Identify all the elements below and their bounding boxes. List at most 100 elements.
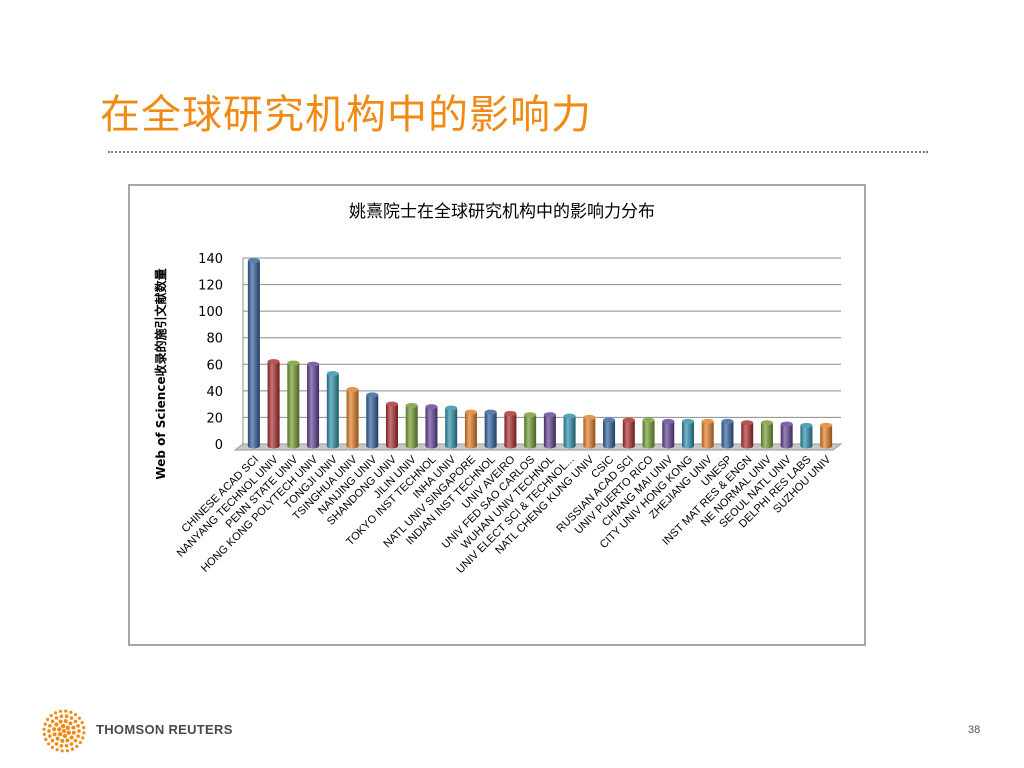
bar — [820, 422, 833, 449]
logo-dot — [70, 747, 74, 751]
bar-body — [603, 420, 616, 449]
bar — [326, 371, 339, 449]
bar-body — [741, 422, 754, 449]
bar — [741, 420, 754, 449]
bar — [800, 422, 813, 449]
bar-body — [425, 406, 438, 449]
logo-dot — [62, 733, 68, 739]
bar-body — [445, 408, 458, 449]
logo-dot — [54, 711, 58, 715]
bar-body — [662, 421, 675, 449]
bar — [346, 387, 359, 449]
bar — [543, 412, 556, 449]
bar-body — [267, 361, 280, 449]
logo-dot — [44, 737, 48, 741]
logo-dot — [71, 730, 76, 735]
bar-cap — [445, 405, 458, 411]
bar-cap — [603, 417, 616, 423]
bar-body — [760, 422, 773, 449]
bar — [721, 418, 734, 449]
bar — [405, 402, 418, 449]
logo-dot — [48, 734, 52, 738]
bar-body — [820, 425, 833, 449]
bar-cap — [563, 413, 576, 419]
logo-dot — [63, 719, 68, 724]
logo-dot — [65, 738, 70, 743]
y-tick-label: 20 — [206, 411, 223, 426]
logo-dot — [66, 730, 71, 735]
logo-dot — [55, 736, 60, 741]
bar — [366, 392, 379, 449]
bar — [484, 409, 497, 449]
bar-body — [504, 413, 517, 449]
logo-dot — [82, 731, 86, 735]
bar-cap — [425, 404, 438, 410]
logo-dot — [46, 717, 50, 722]
bar-cap — [386, 401, 398, 407]
bar — [701, 418, 714, 449]
logo-dot — [64, 743, 69, 748]
bar — [445, 405, 458, 449]
logo-dot — [49, 714, 53, 718]
logo-dot — [62, 729, 66, 733]
bar-cap — [464, 409, 477, 415]
slide-title: 在全球研究机构中的影响力 — [100, 92, 592, 138]
bar-body — [583, 417, 596, 449]
bar-cap — [484, 409, 497, 415]
logo-dot — [60, 738, 65, 743]
bar-cap — [326, 371, 339, 377]
logo-dot — [80, 721, 84, 725]
logo-dot — [69, 742, 74, 746]
y-tick-label: 140 — [198, 252, 223, 267]
thomson-reuters-logo-icon — [42, 709, 86, 753]
bar — [307, 361, 320, 449]
logo-dot — [59, 714, 64, 719]
bar — [603, 417, 616, 449]
logo-dot — [78, 740, 82, 745]
bars — [247, 258, 833, 449]
bar-cap — [721, 418, 734, 424]
bar-cap — [741, 420, 754, 426]
bar-cap — [543, 412, 556, 418]
bar — [524, 412, 537, 449]
logo-dot — [50, 745, 55, 749]
logo-dot — [65, 725, 71, 730]
bar-body — [642, 420, 655, 449]
logo-dot — [48, 724, 52, 728]
bar-body — [780, 424, 793, 449]
logo-dot — [69, 710, 73, 714]
bar — [622, 417, 635, 449]
bar-cap — [287, 360, 300, 366]
logo-dot — [76, 724, 80, 728]
bar-cap — [405, 402, 418, 408]
bar-body — [484, 412, 497, 449]
logo-dot — [52, 732, 57, 737]
logo-dot — [47, 729, 51, 733]
y-tick-label: 60 — [206, 358, 223, 373]
logo-dot — [60, 749, 64, 753]
logo-dot — [54, 722, 59, 727]
bar — [682, 418, 694, 449]
bar-cap — [583, 414, 596, 420]
logo-dot — [77, 729, 81, 733]
logo-dot — [81, 736, 85, 740]
bar-body — [682, 421, 694, 449]
logo-dot — [71, 725, 76, 730]
bar-cap — [346, 387, 359, 393]
bar-body — [307, 364, 320, 449]
bar — [287, 360, 300, 449]
bar — [583, 414, 596, 449]
logo-dot — [58, 719, 63, 724]
logo-dot — [52, 727, 57, 732]
bar-cap — [366, 392, 379, 398]
logo-dot — [59, 743, 64, 748]
bar-body — [386, 404, 398, 449]
bar — [267, 359, 280, 449]
logo-dot — [55, 748, 59, 752]
logo-dot — [77, 716, 81, 720]
bar-cap — [760, 420, 773, 426]
logo-dot — [73, 713, 78, 717]
chart-frame: 姚熹院士在全球研究机构中的影响力分布 Web of Science收录的施引文献… — [128, 184, 866, 646]
logo-dot — [69, 716, 74, 720]
